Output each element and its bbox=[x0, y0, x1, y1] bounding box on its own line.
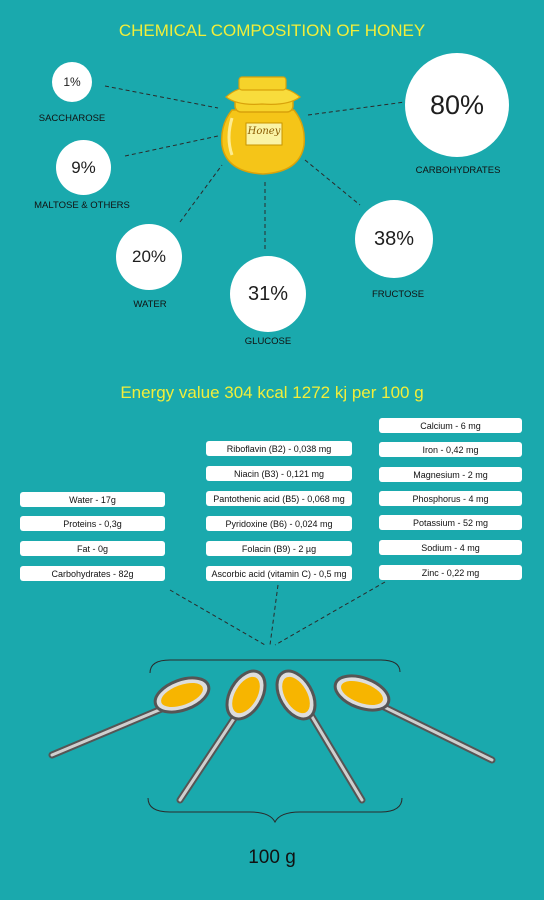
carbohydrates-value: 80% bbox=[429, 89, 485, 120]
carbohydrates-label: CARBOHYDRATES bbox=[415, 165, 501, 176]
list-item: Magnesium - 2 mg bbox=[379, 467, 522, 482]
fructose-value: 38% bbox=[373, 227, 415, 250]
glucose-label: GLUCOSE bbox=[244, 336, 292, 347]
maltose-circle: 9% bbox=[56, 140, 111, 195]
list-item: Ascorbic acid (vitamin C) - 0,5 mg bbox=[206, 566, 352, 581]
list-item: Riboflavin (B2) - 0,038 mg bbox=[206, 441, 352, 456]
list-item: Pyridoxine (B6) - 0,024 mg bbox=[206, 516, 352, 531]
page-title: CHEMICAL COMPOSITION OF HONEY bbox=[118, 21, 426, 40]
fructose-circle: 38% bbox=[355, 200, 433, 278]
jar-label: Honey bbox=[247, 126, 281, 137]
maltose-value: 9% bbox=[71, 157, 96, 177]
connector-lines bbox=[104, 85, 406, 646]
honey-jar-icon bbox=[220, 76, 306, 175]
saccharose-value: 1% bbox=[63, 75, 81, 89]
spoon-icon bbox=[176, 669, 267, 804]
list-item: Fat - 0g bbox=[20, 541, 165, 556]
saccharose-label: SACCHAROSE bbox=[38, 113, 106, 124]
glucose-circle: 31% bbox=[230, 256, 306, 332]
maltose-label: MALTOSE & OTHERS bbox=[34, 200, 130, 211]
list-item: Proteins - 0,3g bbox=[20, 516, 165, 531]
saccharose-circle: 1% bbox=[52, 62, 92, 102]
list-item: Folacin (B9) - 2 µg bbox=[206, 541, 352, 556]
spoon-icon bbox=[48, 676, 211, 759]
energy-value: Energy value 304 kcal 1272 kj per 100 g bbox=[120, 383, 424, 402]
fructose-label: FRUCTOSE bbox=[371, 289, 425, 300]
list-item: Niacin (B3) - 0,121 mg bbox=[206, 466, 352, 481]
spoon-icon bbox=[333, 674, 496, 764]
list-item: Sodium - 4 mg bbox=[379, 540, 522, 555]
glucose-value: 31% bbox=[247, 282, 289, 305]
list-item: Potassium - 52 mg bbox=[379, 515, 522, 530]
spoon-icon bbox=[275, 669, 366, 804]
list-item: Zinc - 0,22 mg bbox=[379, 565, 522, 580]
list-item: Phosphorus - 4 mg bbox=[379, 491, 522, 506]
list-item: Carbohydrates - 82g bbox=[20, 566, 165, 581]
carbohydrates-circle: 80% bbox=[405, 53, 509, 157]
list-item: Pantothenic acid (B5) - 0,068 mg bbox=[206, 491, 352, 506]
list-item: Iron - 0,42 mg bbox=[379, 442, 522, 457]
list-item: Water - 17g bbox=[20, 492, 165, 507]
water-label: WATER bbox=[133, 299, 167, 310]
bottom-brace bbox=[147, 797, 403, 824]
water-value: 20% bbox=[131, 247, 167, 266]
top-brace bbox=[149, 659, 401, 674]
list-item: Calcium - 6 mg bbox=[379, 418, 522, 433]
total-weight: 100 g bbox=[248, 847, 296, 868]
water-circle: 20% bbox=[116, 224, 182, 290]
